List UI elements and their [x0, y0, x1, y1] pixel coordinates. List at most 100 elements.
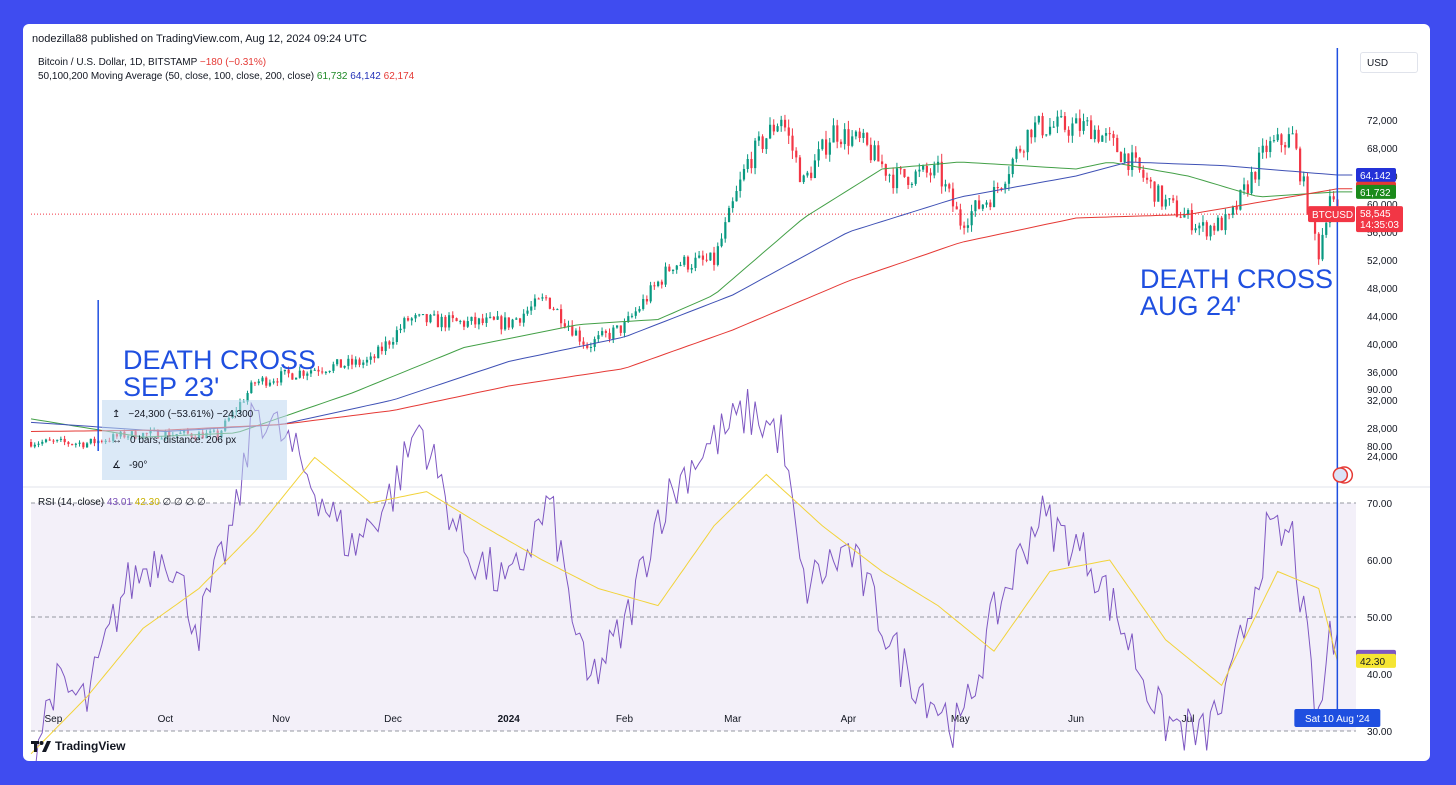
candle-body	[67, 442, 70, 445]
brand-name: TradingView	[55, 739, 126, 753]
candle-body	[537, 298, 540, 300]
symbol-name: Bitcoin / U.S. Dollar, 1D, BITSTAMP	[38, 57, 198, 68]
candle-body	[1272, 140, 1276, 142]
candle-body	[772, 124, 775, 132]
candle-body	[821, 139, 824, 150]
candle-body	[477, 318, 481, 325]
death-cross-aug-annotation[interactable]: DEATH CROSS AUG 24'	[1140, 266, 1333, 320]
candle-body	[1160, 185, 1164, 207]
candle-body	[354, 359, 357, 365]
candle-body	[671, 269, 675, 272]
candle-body	[455, 318, 458, 322]
candle-body	[507, 317, 510, 328]
candle-body	[410, 318, 413, 321]
candle-body	[1295, 133, 1298, 149]
candle-body	[1149, 179, 1152, 182]
candle-body	[757, 136, 761, 141]
candle-body	[1000, 188, 1003, 190]
candle-body	[727, 208, 731, 223]
candle-body	[694, 257, 697, 268]
price-change: −180 (−0.31%)	[199, 57, 267, 68]
candle-body	[981, 204, 984, 209]
rsi-legend[interactable]: RSI (14, close) 43.01 42.30 ∅ ∅ ∅ ∅	[38, 497, 206, 508]
candle-body	[686, 256, 690, 270]
ma200-value: 62,174	[383, 71, 415, 82]
rsi-tick-label: 50.00	[1367, 613, 1392, 624]
candle-body	[1019, 148, 1022, 152]
candle-body	[1048, 126, 1052, 135]
price-tick-label: 72,000	[1367, 116, 1398, 127]
candle-body	[974, 200, 977, 212]
tradingview-logo[interactable]: TradingView	[31, 739, 125, 753]
candle-body	[1067, 129, 1070, 136]
candle-body	[545, 297, 548, 299]
candle-body	[1101, 135, 1104, 142]
candle-body	[298, 370, 301, 378]
candle-body	[825, 139, 828, 155]
candle-body	[1280, 134, 1283, 146]
candle-body	[459, 321, 462, 323]
ma-price-badge	[1356, 168, 1396, 183]
ma100-value: 64,142	[350, 71, 381, 82]
price-tick-label: 56,000	[1367, 228, 1398, 239]
rsi-extra: ∅ ∅ ∅ ∅	[162, 497, 206, 508]
candle-body	[515, 318, 518, 320]
symbol-legend[interactable]: Bitcoin / U.S. Dollar, 1D, BITSTAMP −180…	[38, 57, 266, 68]
candle-body	[350, 358, 354, 365]
ma50-value: 61,732	[316, 71, 348, 82]
candle-body	[608, 332, 611, 339]
currency-button[interactable]: USD	[1360, 52, 1418, 73]
candle-body	[649, 285, 652, 302]
candle-body	[1119, 152, 1123, 163]
candle-body	[1201, 222, 1205, 226]
candle-body	[1179, 216, 1182, 218]
candle-body	[578, 330, 581, 342]
candle-body	[910, 183, 914, 185]
candle-body	[1216, 217, 1220, 231]
candle-body	[615, 325, 619, 328]
candle-body	[295, 377, 298, 380]
candle-body	[1063, 116, 1067, 130]
countdown-label: 14:35:03	[1360, 220, 1399, 231]
candle-body	[530, 306, 533, 311]
candle-body	[440, 316, 443, 328]
price-tick-label: 24,000	[1367, 452, 1398, 463]
ma-legend[interactable]: 50,100,200 Moving Average (50, close, 10…	[38, 71, 414, 82]
candle-body	[339, 359, 342, 368]
candle-body	[474, 316, 477, 325]
candle-body	[683, 256, 686, 265]
candle-body	[884, 164, 887, 176]
candle-body	[1220, 217, 1223, 231]
candle-body	[698, 255, 701, 258]
candle-body	[246, 393, 249, 402]
death-cross-sep-annotation[interactable]: DEATH CROSS SEP 23'	[123, 347, 316, 401]
candle-body	[63, 438, 66, 443]
candle-body	[403, 318, 406, 329]
candle-body	[634, 311, 637, 316]
candle-body	[660, 281, 663, 285]
candle-body	[873, 145, 876, 161]
candle-body	[787, 127, 790, 136]
candle-body	[951, 188, 955, 207]
candle-body	[847, 129, 850, 146]
candle-body	[1302, 176, 1305, 182]
candle-body	[336, 359, 339, 365]
candle-body	[1123, 153, 1126, 163]
candle-body	[44, 439, 48, 442]
candle-body	[406, 318, 410, 321]
candle-body	[1284, 145, 1287, 148]
candle-body	[645, 298, 649, 302]
angle-icon: ∡	[112, 460, 121, 471]
candle-body	[302, 370, 305, 376]
rsi-tick-label: 30.00	[1367, 727, 1392, 738]
candle-body	[705, 259, 708, 261]
price-tick-label: 32,000	[1367, 396, 1398, 407]
candle-body	[306, 373, 309, 376]
candle-body	[1015, 148, 1018, 159]
candle-body	[332, 364, 335, 371]
candle-body	[250, 382, 253, 394]
candle-body	[761, 136, 764, 150]
rsi-ma-value: 42.30	[134, 497, 160, 508]
candle-body	[992, 187, 996, 208]
rsi-badge	[1356, 653, 1396, 668]
